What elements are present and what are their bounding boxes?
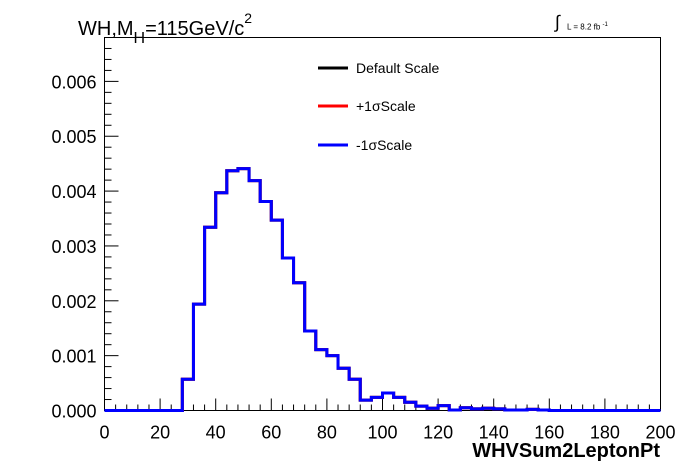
y-tick-label: 0.000	[51, 402, 96, 422]
legend-lines	[318, 66, 348, 147]
y-tick-label: 0.004	[51, 182, 96, 202]
y-tick-label: 0.003	[51, 237, 96, 257]
series-line-default-scale	[104, 167, 661, 412]
y-tick-label: 0.006	[51, 72, 96, 92]
lumi-value: L = 8.2 fb	[567, 22, 601, 32]
series-group	[104, 167, 661, 412]
y-tick-label: 0.005	[51, 127, 96, 147]
x-tick-label: 120	[423, 423, 453, 443]
chart-title: WH,MH=115GeV/c2	[78, 10, 252, 48]
series-line--1-scale	[104, 167, 661, 412]
x-axis-label: WHVSum2LeptonPt	[472, 440, 660, 462]
x-tick-label: 100	[367, 423, 397, 443]
title-mid: =115GeV/c	[145, 18, 245, 40]
x-tick-label: 0	[99, 423, 109, 443]
y-axis-ticks: 0.000 0.001 0.002 0.003 0.004 0.005 0.006	[51, 47, 119, 422]
legend-label-minus1sigma: -1σScale	[356, 137, 413, 153]
x-tick-label: 140	[479, 423, 509, 443]
title-pre: WH,M	[78, 18, 134, 40]
plot-frame	[104, 37, 661, 411]
title-sup: 2	[244, 10, 253, 26]
legend-label-plus1sigma: +1σScale	[356, 98, 416, 114]
x-tick-label: 80	[317, 423, 337, 443]
y-tick-label: 0.001	[51, 347, 96, 367]
series-line--1-scale	[104, 167, 661, 412]
integral-symbol: ∫	[555, 12, 560, 32]
luminosity-text: L = 8.2 fb -1	[567, 22, 608, 32]
x-tick-label: 160	[534, 423, 564, 443]
x-tick-label: 20	[150, 423, 170, 443]
legend-label-default: Default Scale	[356, 60, 440, 76]
title-sub: H	[133, 30, 146, 47]
x-tick-label: 200	[645, 423, 675, 443]
x-axis-ticks: 0 20 40 60 80 100 120 140 160 180 200	[99, 398, 676, 443]
y-tick-label: 0.002	[51, 292, 96, 312]
x-tick-label: 180	[590, 423, 620, 443]
x-tick-label: 60	[261, 423, 281, 443]
lumi-sup: -1	[602, 22, 608, 28]
x-tick-label: 40	[206, 423, 226, 443]
